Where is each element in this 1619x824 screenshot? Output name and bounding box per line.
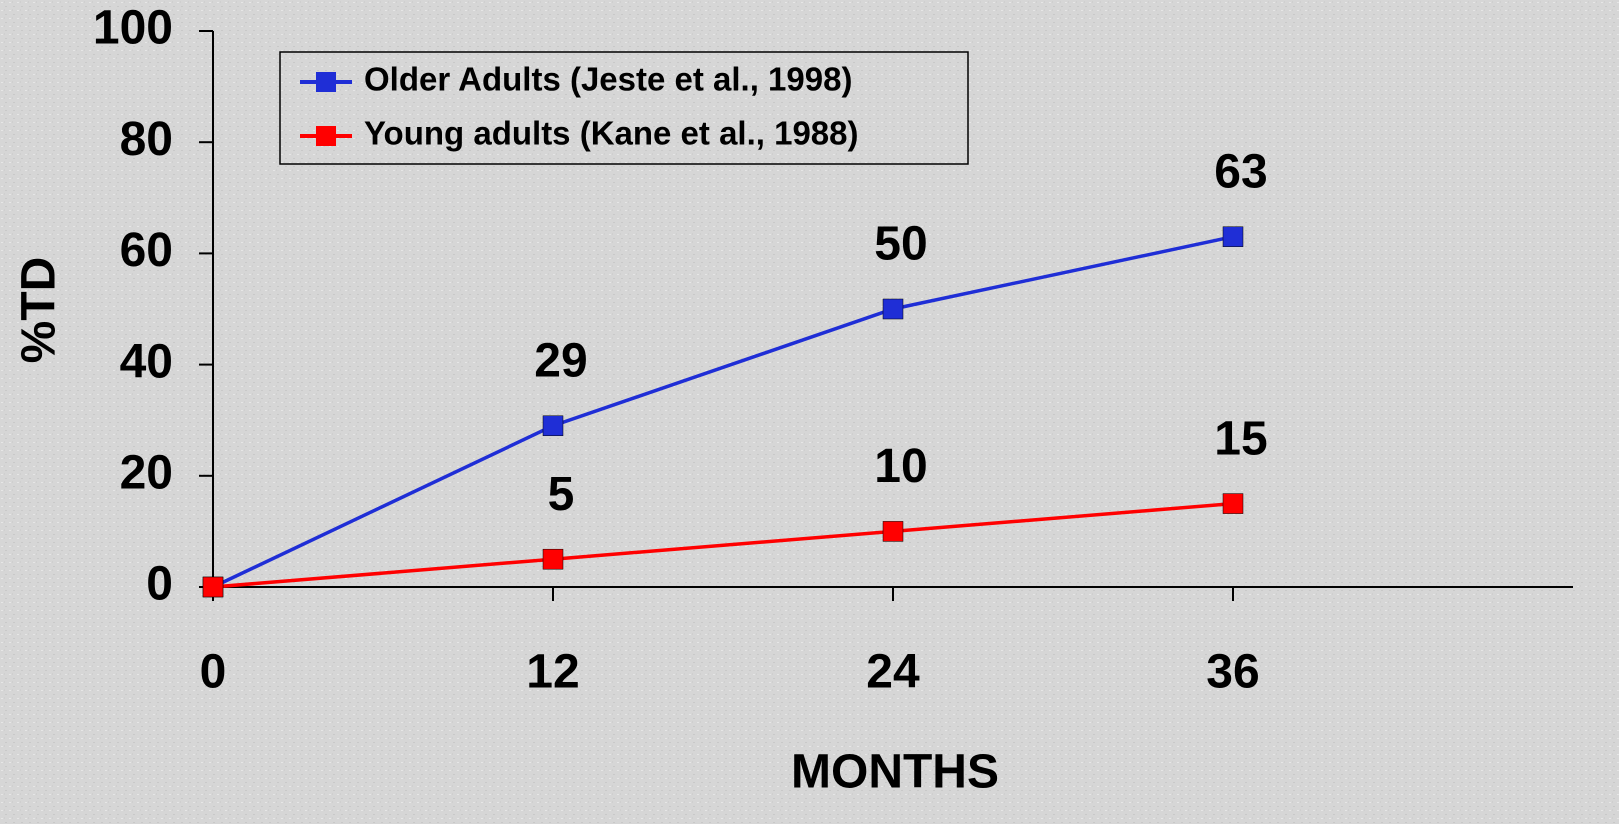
y-tick-label: 20 [120,446,173,499]
y-tick-label: 80 [120,113,173,166]
data-label: 15 [1214,412,1267,465]
legend-box [279,51,969,165]
data-label: 63 [1214,145,1267,198]
series-line [212,235,1234,589]
y-tick-label: 0 [146,558,173,611]
x-tick-label: 36 [1206,646,1259,699]
y-axis-label: %TD [13,257,66,364]
x-tick-label: 0 [200,646,227,699]
point-marker [1222,493,1244,514]
y-tick-label: 60 [120,224,173,277]
data-label: 29 [534,334,587,387]
point-marker [542,415,564,437]
x-tick-label: 12 [526,646,579,699]
series-line [212,501,1234,589]
data-label: 10 [874,440,927,493]
data-label: 50 [874,218,927,271]
legend-marker [316,126,336,146]
legend-label: Older Adults (Jeste et al., 1998) [364,61,852,98]
y-tick-label: 40 [120,335,173,388]
x-tick-label: 24 [866,646,920,699]
point-marker [882,521,904,542]
y-tick-label: 100 [93,2,173,55]
point-marker [202,576,224,598]
legend-label: Young adults (Kane et al., 1988) [364,115,859,152]
point-marker [1222,226,1244,247]
data-label: 5 [548,468,575,521]
legend: Older Adults (Jeste et al., 1998) Young a… [279,51,969,165]
point-marker [542,548,564,570]
x-axis-label: MONTHS [791,746,999,799]
legend-marker [316,72,336,92]
point-marker [882,298,904,320]
